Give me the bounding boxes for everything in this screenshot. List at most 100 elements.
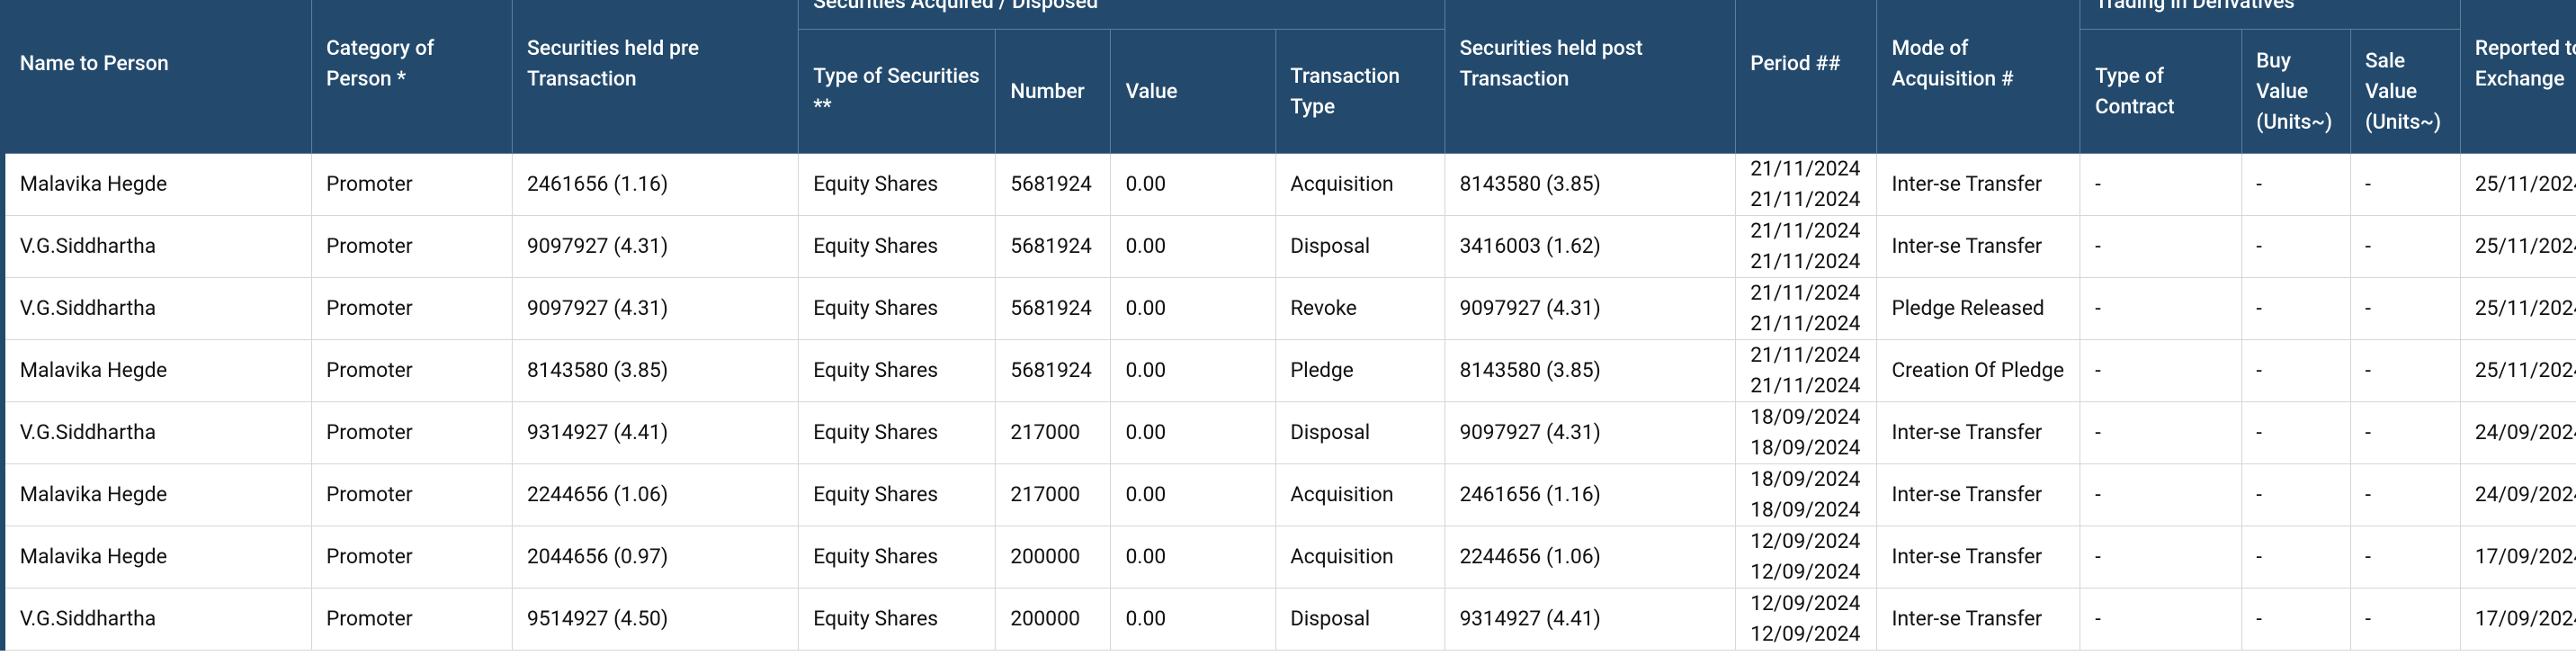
column-header: Number bbox=[995, 29, 1112, 154]
cell: Equity Shares bbox=[798, 339, 997, 402]
cell: - bbox=[2080, 401, 2242, 464]
cell: Pledge bbox=[1275, 339, 1445, 402]
cell: - bbox=[2349, 153, 2461, 216]
cell: Malavika Hegde bbox=[2, 153, 312, 216]
cell: 5681924 bbox=[995, 153, 1112, 216]
cell: - bbox=[2080, 215, 2242, 278]
cell: Inter-se Transfer bbox=[1876, 463, 2081, 526]
period-line: 21/11/2024 bbox=[1750, 343, 1861, 367]
cell: 5681924 bbox=[995, 339, 1112, 402]
column-header: Reported to Exchange bbox=[2459, 0, 2576, 154]
period-line: 21/11/2024 bbox=[1750, 219, 1861, 243]
column-header: Type of Contract bbox=[2080, 29, 2242, 154]
cell: 17/09/2024 bbox=[2459, 588, 2576, 651]
cell: - bbox=[2080, 277, 2242, 340]
period-line: 12/09/2024 bbox=[1750, 622, 1861, 646]
cell: Malavika Hegde bbox=[2, 526, 312, 589]
cell: 217000 bbox=[995, 401, 1112, 464]
group-header: Trading in Derivatives bbox=[2080, 0, 2461, 30]
period-line: 18/09/2024 bbox=[1750, 405, 1861, 429]
column-header: Value bbox=[1110, 29, 1276, 154]
cell: 217000 bbox=[995, 463, 1112, 526]
cell: 24/09/2024 bbox=[2459, 463, 2576, 526]
data-row: Malavika Hegde Promoter 2044656 (0.97) Equi… bbox=[2, 526, 2576, 589]
period-line: 21/11/2024 bbox=[1750, 187, 1861, 211]
cell: - bbox=[2080, 153, 2242, 216]
cell: 0.00 bbox=[1110, 401, 1276, 464]
cell: Acquisition bbox=[1275, 526, 1445, 589]
column-header: Transaction Type bbox=[1275, 29, 1445, 154]
cell: 9097927 (4.31) bbox=[1444, 277, 1737, 340]
cell: 21/11/2024 21/11/2024 bbox=[1735, 277, 1878, 340]
cell: Inter-se Transfer bbox=[1876, 153, 2081, 216]
cell: - bbox=[2080, 463, 2242, 526]
cell: 3416003 (1.62) bbox=[1444, 215, 1737, 278]
cell: Promoter bbox=[310, 277, 513, 340]
cell: 2044656 (0.97) bbox=[511, 526, 800, 589]
cell: Equity Shares bbox=[798, 153, 997, 216]
period-line: 18/09/2024 bbox=[1750, 467, 1861, 491]
data-row: V.G.Siddhartha Promoter 9314927 (4.41) Equi… bbox=[2, 401, 2576, 464]
period-line: 21/11/2024 bbox=[1750, 249, 1861, 274]
cell: - bbox=[2241, 277, 2351, 340]
cell: Promoter bbox=[310, 526, 513, 589]
cell: - bbox=[2241, 215, 2351, 278]
column-header: Buy Value (Units~) bbox=[2241, 29, 2351, 154]
cell: 12/09/2024 12/09/2024 bbox=[1735, 588, 1878, 651]
cell: - bbox=[2349, 215, 2461, 278]
data-row: Malavika Hegde Promoter 2244656 (1.06) Equi… bbox=[2, 463, 2576, 526]
cell: - bbox=[2080, 588, 2242, 651]
data-row: V.G.Siddhartha Promoter 9097927 (4.31) Equi… bbox=[2, 277, 2576, 340]
group-header: Securities Acquired / Disposed bbox=[798, 0, 1445, 30]
cell: 21/11/2024 21/11/2024 bbox=[1735, 215, 1878, 278]
cell: 9514927 (4.50) bbox=[511, 588, 800, 651]
cell: 200000 bbox=[995, 526, 1112, 589]
column-header: Sale Value (Units~) bbox=[2349, 29, 2461, 154]
cell: Inter-se Transfer bbox=[1876, 588, 2081, 651]
cell: Promoter bbox=[310, 215, 513, 278]
cell: 2461656 (1.16) bbox=[511, 153, 800, 216]
cell: 21/11/2024 21/11/2024 bbox=[1735, 153, 1878, 216]
cell: 25/11/2024 bbox=[2459, 153, 2576, 216]
data-row: Malavika Hegde Promoter 8143580 (3.85) Equi… bbox=[2, 339, 2576, 402]
period-line: 21/11/2024 bbox=[1750, 373, 1861, 398]
cell: 17/09/2024 bbox=[2459, 526, 2576, 589]
cell: Equity Shares bbox=[798, 588, 997, 651]
cell: Promoter bbox=[310, 588, 513, 651]
cell: Revoke bbox=[1275, 277, 1445, 340]
cell: Acquisition bbox=[1275, 463, 1445, 526]
cell: 25/11/2024 bbox=[2459, 215, 2576, 278]
cell: 0.00 bbox=[1110, 215, 1276, 278]
cell: Disposal bbox=[1275, 588, 1445, 651]
cell: Disposal bbox=[1275, 215, 1445, 278]
cell: 0.00 bbox=[1110, 339, 1276, 402]
cell: Equity Shares bbox=[798, 526, 997, 589]
cell: 9097927 (4.31) bbox=[1444, 401, 1737, 464]
period-line: 18/09/2024 bbox=[1750, 436, 1861, 460]
cell: Equity Shares bbox=[798, 277, 997, 340]
cell: 0.00 bbox=[1110, 588, 1276, 651]
cell: 9314927 (4.41) bbox=[511, 401, 800, 464]
cell: - bbox=[2349, 526, 2461, 589]
cell: - bbox=[2241, 401, 2351, 464]
cell: Equity Shares bbox=[798, 463, 997, 526]
cell: 12/09/2024 12/09/2024 bbox=[1735, 526, 1878, 589]
cell: - bbox=[2241, 463, 2351, 526]
column-header: Securities held post Transaction bbox=[1444, 0, 1737, 154]
cell: - bbox=[2349, 339, 2461, 402]
cell: - bbox=[2241, 588, 2351, 651]
cell: - bbox=[2349, 463, 2461, 526]
cell: Inter-se Transfer bbox=[1876, 401, 2081, 464]
cell: 2244656 (1.06) bbox=[1444, 526, 1737, 589]
cell: - bbox=[2349, 401, 2461, 464]
cell: V.G.Siddhartha bbox=[2, 588, 312, 651]
data-row: Malavika Hegde Promoter 2461656 (1.16) Equi… bbox=[2, 153, 2576, 216]
cell: Acquisition bbox=[1275, 153, 1445, 216]
cell: 9097927 (4.31) bbox=[511, 215, 800, 278]
cell: - bbox=[2080, 339, 2242, 402]
cell: 2461656 (1.16) bbox=[1444, 463, 1737, 526]
cell: 200000 bbox=[995, 588, 1112, 651]
period-line: 12/09/2024 bbox=[1750, 529, 1861, 553]
